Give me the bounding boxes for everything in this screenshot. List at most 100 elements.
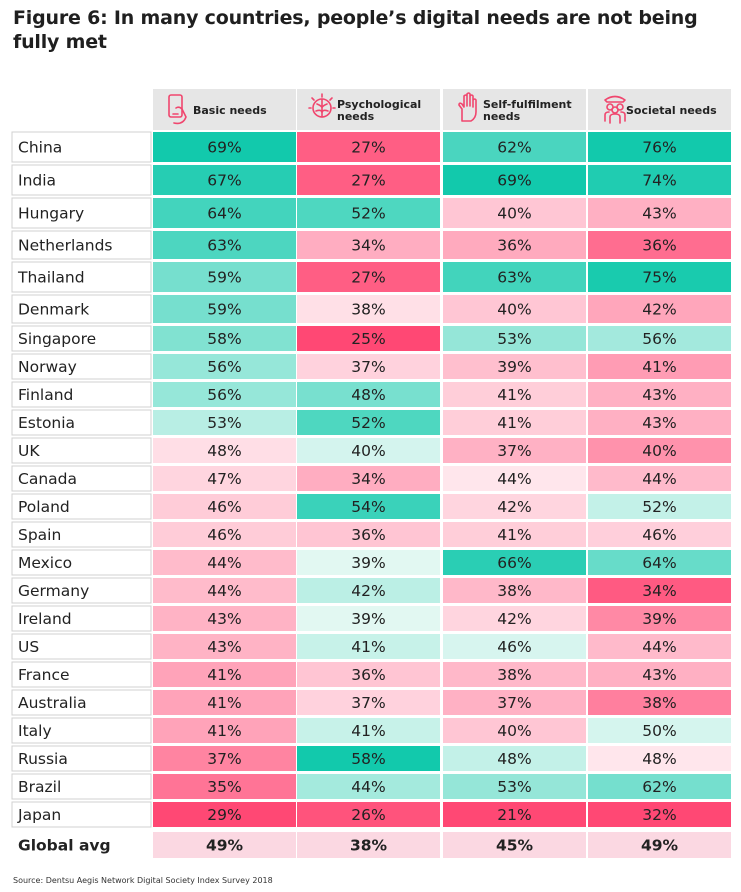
cell-value: 34% [351, 470, 385, 488]
global-avg-cell [443, 832, 586, 858]
heatmap-cell [588, 438, 731, 463]
heatmap-cell [297, 718, 440, 743]
cell-value: 52% [351, 205, 385, 223]
heatmap-cell [588, 354, 731, 379]
cell-value: 48% [351, 386, 385, 404]
table-row: Germany 44% 42% 38% 34% [11, 577, 731, 604]
heatmap-cell [297, 494, 440, 519]
cell-value: 26% [351, 806, 385, 824]
global-avg-value: 38% [350, 837, 388, 855]
heatmap-cell [443, 262, 586, 292]
cell-value: 50% [642, 722, 676, 740]
heatmap-cell [588, 326, 731, 351]
heatmap-cell [297, 262, 440, 292]
row-label-box [11, 409, 152, 436]
row-label-box [11, 773, 152, 800]
heatmap-cell [297, 550, 440, 575]
heatmap-cell [153, 774, 296, 799]
cell-value: 40% [351, 442, 385, 460]
table-row: Poland 46% 54% 42% 52% [11, 493, 731, 520]
cell-value: 43% [207, 638, 241, 656]
country-label: China [18, 139, 62, 157]
cell-value: 41% [351, 722, 385, 740]
cell-value: 46% [207, 526, 241, 544]
table-row: Australia 41% 37% 37% 38% [11, 689, 731, 716]
column-header-label: Psychological [337, 98, 421, 111]
cell-value: 42% [642, 301, 676, 319]
cell-value: 36% [642, 237, 676, 255]
row-label-box [11, 717, 152, 744]
country-label: Netherlands [18, 237, 112, 255]
heatmap-cell [443, 165, 586, 195]
table-row: Estonia 53% 52% 41% 43% [11, 409, 731, 436]
heatmap-cell [297, 132, 440, 162]
heatmap-cell [297, 326, 440, 351]
heatmap-cell [153, 410, 296, 435]
cell-value: 47% [207, 470, 241, 488]
people-icon [604, 95, 626, 124]
table-row: Russia 37% 58% 48% 48% [11, 745, 731, 772]
row-label-box [11, 381, 152, 408]
heatmap-cell [153, 262, 296, 292]
column-header-label: Societal needs [626, 104, 717, 117]
cell-value: 40% [497, 722, 531, 740]
table-row: Denmark 59% 38% 40% 42% [11, 294, 731, 324]
cell-value: 39% [642, 610, 676, 628]
heatmap-cell [588, 231, 731, 259]
heatmap-cell [297, 165, 440, 195]
cell-value: 48% [497, 750, 531, 768]
cell-value: 53% [497, 330, 531, 348]
cell-value: 39% [351, 610, 385, 628]
cell-value: 46% [642, 526, 676, 544]
table-row: Netherlands 63% 34% 36% 36% [11, 230, 731, 260]
global-avg-cell [588, 832, 731, 858]
country-label: Australia [18, 694, 87, 712]
cell-value: 56% [207, 386, 241, 404]
country-label: Spain [18, 526, 61, 544]
row-label-box [11, 493, 152, 520]
country-label: Japan [17, 806, 61, 824]
cell-value: 37% [497, 694, 531, 712]
heatmap-cell [297, 354, 440, 379]
heatmap-cell [153, 466, 296, 491]
table-row: Ireland 43% 39% 42% 39% [11, 605, 731, 632]
phone-icon [168, 94, 187, 125]
column-header-label: needs [483, 110, 521, 123]
cell-value: 53% [497, 778, 531, 796]
heatmap-cell [153, 438, 296, 463]
cell-value: 39% [351, 554, 385, 572]
row-label-box [11, 605, 152, 632]
cell-value: 69% [207, 139, 241, 157]
country-label: Canada [18, 470, 77, 488]
heatmap-cell [588, 494, 731, 519]
cell-value: 40% [642, 442, 676, 460]
global-avg-value: 49% [641, 837, 679, 855]
chart-title: Figure 6: In many countries, people’s di… [13, 7, 698, 53]
country-label: Poland [18, 498, 70, 516]
heatmap-cell [588, 662, 731, 687]
row-label-box [11, 294, 152, 324]
country-label: Italy [18, 722, 52, 740]
heatmap-cell [588, 165, 731, 195]
cell-value: 32% [642, 806, 676, 824]
cell-value: 43% [642, 205, 676, 223]
row-label-box [11, 164, 152, 196]
cell-value: 42% [497, 498, 531, 516]
heatmap-cell [153, 550, 296, 575]
heatmap-cell [443, 198, 586, 228]
country-label: Denmark [18, 301, 89, 319]
table-row: Mexico 44% 39% 66% 64% [11, 549, 731, 576]
cell-value: 62% [642, 778, 676, 796]
row-label-box [11, 197, 152, 229]
heatmap-cell [588, 198, 731, 228]
heatmap-cell [297, 522, 440, 547]
heatmap-cell [153, 690, 296, 715]
row-label-box [11, 549, 152, 576]
heatmap-cell [297, 438, 440, 463]
cell-value: 41% [207, 722, 241, 740]
cell-value: 40% [497, 205, 531, 223]
heatmap-cell [153, 295, 296, 323]
cell-value: 54% [351, 498, 385, 516]
cell-value: 36% [351, 666, 385, 684]
row-label-box [11, 633, 152, 660]
